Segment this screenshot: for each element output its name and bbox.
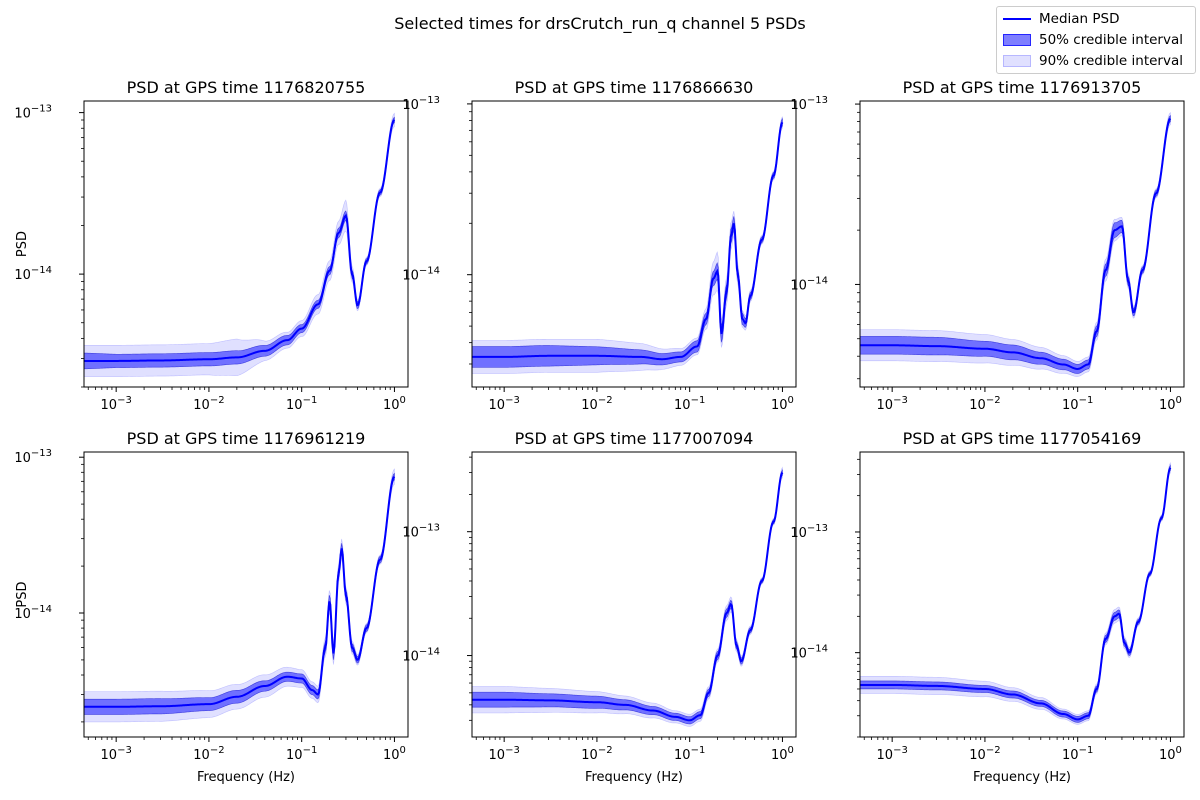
axes-frame bbox=[859, 100, 1185, 388]
plot-area bbox=[860, 111, 1172, 377]
x-tick-label: 10−1 bbox=[1062, 745, 1093, 763]
y-tick-label: 10−14 bbox=[402, 647, 440, 665]
axes-frame bbox=[471, 100, 797, 388]
x-tick-label: 10−2 bbox=[581, 395, 612, 413]
ci90-band bbox=[860, 461, 1171, 725]
x-tick-label: 10−3 bbox=[101, 395, 132, 413]
y-tick-label: 10−13 bbox=[790, 523, 828, 541]
subplot-5: 10−3 10−2 10−1 100 10−14 10−13 PSD at GPS time… bbox=[402, 429, 797, 785]
y-tick-label: 10−13 bbox=[402, 95, 440, 113]
legend-ci90-label: 90% credible interval bbox=[1039, 53, 1183, 69]
subplot-3: 10−3 10−2 10−1 100 10−14 10−13 PSD at GPS time… bbox=[790, 78, 1185, 413]
x-tick-label: 100 bbox=[771, 745, 794, 763]
x-tick-label: 10−1 bbox=[286, 395, 317, 413]
y-tick-label: 10−14 bbox=[790, 644, 828, 662]
y-axis-label: PSD bbox=[15, 581, 30, 607]
median-psd-line bbox=[84, 475, 396, 708]
axes-frame bbox=[83, 451, 409, 738]
median-psd-line bbox=[84, 119, 396, 362]
ci50-band bbox=[84, 472, 395, 715]
plot-area bbox=[84, 468, 396, 723]
ci50-band bbox=[84, 116, 395, 370]
x-tick-label: 100 bbox=[383, 395, 406, 413]
median-psd-line bbox=[472, 472, 784, 722]
y-tick-label: 10−13 bbox=[790, 95, 828, 113]
subplot-title: PSD at GPS time 1176866630 bbox=[515, 78, 754, 97]
x-tick-label: 10−1 bbox=[286, 745, 317, 763]
subplot-4: 10−3 10−2 10−1 100 10−14 10−13 PSD at GPS time… bbox=[14, 429, 409, 785]
legend-median-label: Median PSD bbox=[1039, 11, 1120, 27]
x-tick-label: 10−2 bbox=[581, 745, 612, 763]
median-psd-line bbox=[860, 117, 1172, 370]
x-tick-label: 100 bbox=[1159, 395, 1182, 413]
x-tick-label: 10−1 bbox=[1062, 395, 1093, 413]
x-tick-label: 10−3 bbox=[877, 395, 908, 413]
subplot-1: 10−3 10−2 10−1 100 10−14 10−13 PSD at GPS time… bbox=[14, 78, 409, 413]
x-tick-label: 10−2 bbox=[193, 745, 224, 763]
plot-area bbox=[472, 116, 784, 374]
x-tick-label: 10−1 bbox=[674, 395, 705, 413]
ci50-band bbox=[860, 114, 1171, 374]
y-tick-label: 10−13 bbox=[14, 448, 52, 466]
ci90-band bbox=[472, 466, 783, 727]
axes-frame bbox=[471, 451, 797, 738]
legend-entry-ci90: 90% credible interval bbox=[1003, 52, 1183, 70]
plot-area bbox=[84, 112, 396, 377]
y-tick-label: 10−13 bbox=[402, 523, 440, 541]
subplot-title: PSD at GPS time 1176820755 bbox=[127, 78, 366, 97]
x-tick-label: 100 bbox=[771, 395, 794, 413]
subplot-title: PSD at GPS time 1177007094 bbox=[515, 429, 754, 448]
plot-area bbox=[860, 461, 1172, 725]
y-tick-label: 10−14 bbox=[790, 275, 828, 293]
legend-ci50-swatch bbox=[1003, 34, 1031, 46]
x-axis-label: Frequency (Hz) bbox=[585, 770, 683, 785]
legend-ci90-swatch bbox=[1003, 55, 1031, 67]
legend: Median PSD 50% credible interval 90% cre… bbox=[996, 6, 1196, 74]
ci50-band bbox=[472, 468, 783, 725]
x-tick-label: 10−1 bbox=[674, 745, 705, 763]
legend-entry-median: Median PSD bbox=[1003, 10, 1120, 28]
ci50-band bbox=[472, 117, 783, 368]
median-psd-line bbox=[472, 121, 784, 361]
x-tick-label: 10−2 bbox=[969, 745, 1000, 763]
y-tick-label: 10−14 bbox=[402, 266, 440, 284]
subplot-title: PSD at GPS time 1176913705 bbox=[903, 78, 1142, 97]
x-tick-label: 10−3 bbox=[877, 745, 908, 763]
subplot-2: 10−3 10−2 10−1 100 10−14 10−13 PSD at GPS time… bbox=[402, 78, 797, 413]
subplot-title: PSD at GPS time 1176961219 bbox=[127, 429, 366, 448]
legend-median-line-swatch bbox=[1003, 18, 1031, 20]
y-tick-label: 10−14 bbox=[14, 265, 52, 283]
x-tick-label: 10−2 bbox=[193, 395, 224, 413]
x-axis-label: Frequency (Hz) bbox=[197, 770, 295, 785]
x-tick-label: 10−3 bbox=[489, 395, 520, 413]
x-tick-label: 10−3 bbox=[101, 745, 132, 763]
x-axis-label: Frequency (Hz) bbox=[973, 770, 1071, 785]
x-tick-label: 100 bbox=[383, 745, 406, 763]
x-tick-label: 10−3 bbox=[489, 745, 520, 763]
ci90-band bbox=[84, 112, 395, 377]
subplot-6: 10−3 10−2 10−1 100 10−14 10−13 PSD at GPS time… bbox=[790, 429, 1185, 785]
y-axis-label: PSD bbox=[15, 231, 30, 257]
median-psd-line bbox=[860, 467, 1172, 721]
ci50-band bbox=[860, 464, 1171, 723]
y-tick-label: 10−13 bbox=[14, 104, 52, 122]
figure-title: Selected times for drsCrutch_run_q chann… bbox=[394, 14, 806, 33]
subplot-title: PSD at GPS time 1177054169 bbox=[903, 429, 1142, 448]
ci90-band bbox=[84, 468, 395, 723]
plot-area bbox=[472, 466, 784, 727]
y-tick-label: 10−14 bbox=[14, 604, 52, 622]
axes-frame bbox=[859, 451, 1185, 738]
axes-frame bbox=[83, 100, 409, 388]
legend-ci50-label: 50% credible interval bbox=[1039, 32, 1183, 48]
legend-entry-ci50: 50% credible interval bbox=[1003, 31, 1183, 49]
x-tick-label: 10−2 bbox=[969, 395, 1000, 413]
x-tick-label: 100 bbox=[1159, 745, 1182, 763]
